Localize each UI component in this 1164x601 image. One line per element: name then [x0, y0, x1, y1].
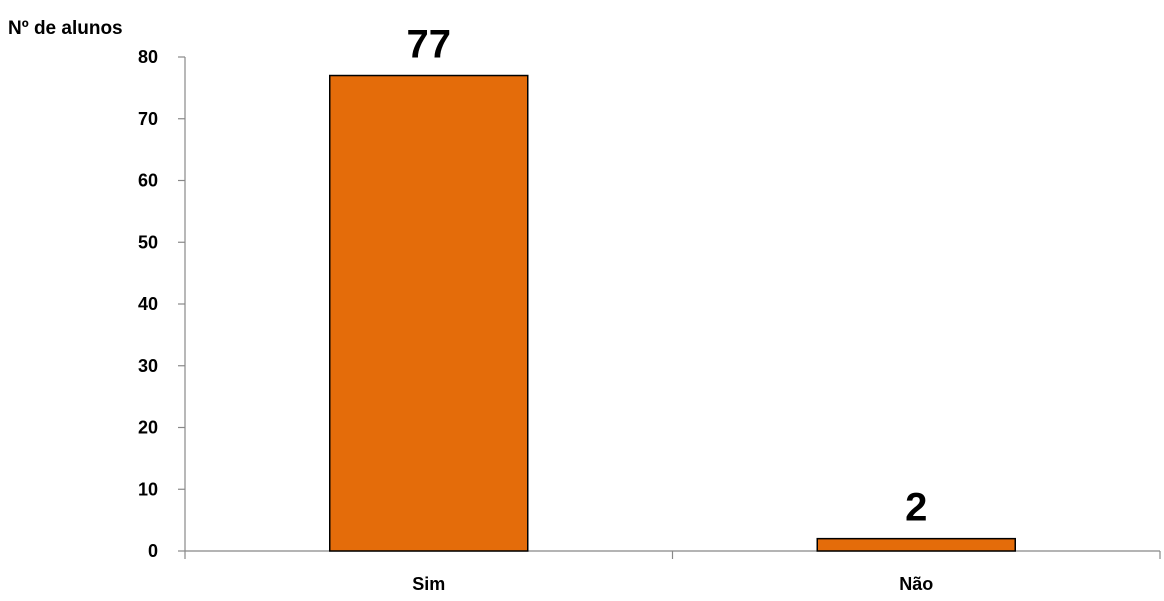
data-label: 77 — [407, 23, 452, 67]
y-tick-label: 20 — [138, 418, 158, 438]
y-axis-ticks: 0 10 20 30 40 50 60 70 80 — [138, 47, 185, 561]
y-tick-label: 10 — [138, 479, 158, 499]
y-axis-title: Nº de alunos — [8, 18, 123, 39]
bars — [329, 74, 1016, 552]
bar-não — [816, 537, 1016, 552]
y-tick-label: 40 — [138, 294, 158, 314]
data-label: 2 — [905, 486, 927, 530]
x-axis-ticks: Sim Não — [184, 551, 1161, 594]
bar-sim — [329, 74, 529, 552]
y-tick-label: 0 — [148, 541, 158, 561]
y-tick-label: 30 — [138, 356, 158, 376]
y-tick-label: 50 — [138, 232, 158, 252]
data-labels: 77 2 — [407, 23, 928, 530]
y-tick-label: 70 — [138, 109, 158, 129]
y-tick-label: 80 — [138, 47, 158, 67]
y-tick-label: 60 — [138, 171, 158, 191]
x-tick-label: Sim — [412, 574, 445, 594]
x-tick-label: Não — [899, 574, 933, 594]
